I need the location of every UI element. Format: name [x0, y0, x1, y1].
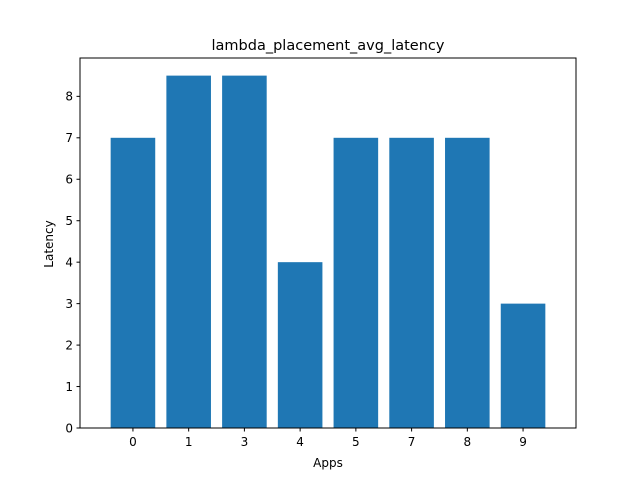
bar-app-7 — [389, 137, 434, 429]
y-tick-label: 3 — [65, 297, 73, 311]
y-tick-label: 7 — [65, 131, 73, 145]
x-tick-label: 1 — [185, 435, 193, 449]
x-axis: 0 1 3 4 5 7 8 9 — [129, 428, 527, 449]
x-tick-label: 4 — [296, 435, 304, 449]
x-tick-label: 3 — [241, 435, 249, 449]
y-tick-label: 0 — [65, 421, 73, 435]
x-tick-label: 7 — [408, 435, 416, 449]
bar-app-5 — [333, 137, 379, 429]
bar-app-9 — [500, 303, 546, 428]
x-tick-label: 5 — [352, 435, 360, 449]
y-tick-label: 4 — [65, 255, 73, 269]
y-tick-label: 8 — [65, 90, 73, 104]
bar-app-3 — [222, 75, 267, 429]
y-axis-label: Latency — [42, 220, 56, 267]
y-tick-label: 5 — [65, 214, 73, 228]
chart-title: lambda_placement_avg_latency — [212, 38, 445, 54]
y-tick-label: 1 — [65, 380, 73, 394]
y-tick-label: 2 — [65, 338, 73, 352]
x-tick-label: 0 — [129, 435, 137, 449]
plot-frame — [79, 57, 577, 429]
x-tick-label: 8 — [464, 435, 472, 449]
bars-layer — [110, 75, 546, 429]
y-tick-label: 6 — [65, 173, 73, 187]
bar-app-4 — [277, 262, 323, 428]
bar-app-8 — [445, 137, 490, 429]
y-axis: 0 1 2 3 4 5 6 7 8 — [65, 90, 80, 435]
bar-app-0 — [110, 137, 156, 429]
x-tick-label: 9 — [519, 435, 527, 449]
x-axis-label: Apps — [313, 456, 343, 470]
bar-app-1 — [166, 75, 211, 429]
